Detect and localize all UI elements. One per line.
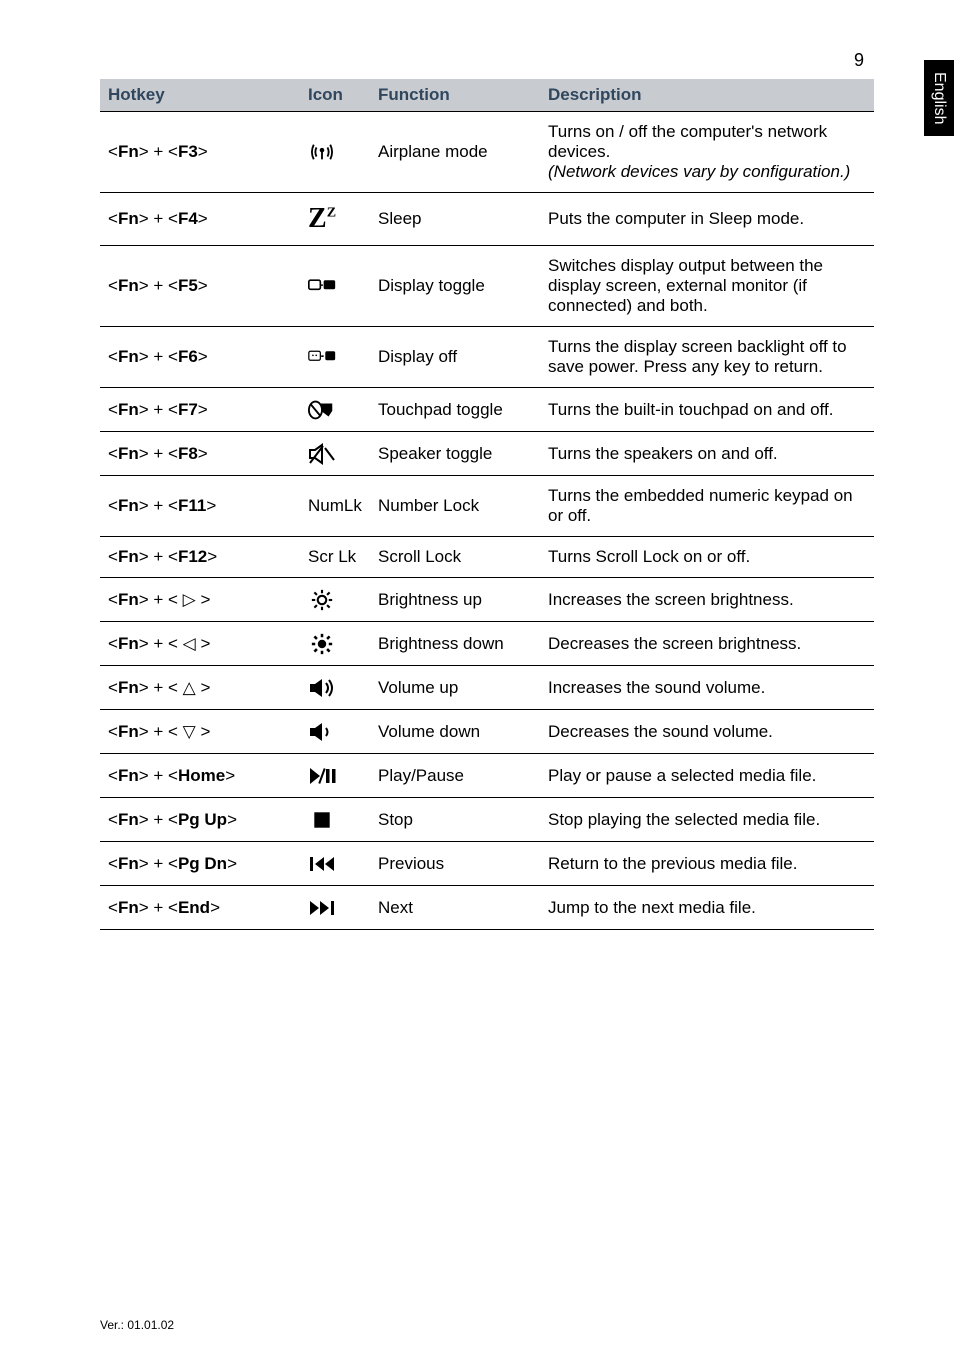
description-cell: Turns on / off the computer's network de…: [540, 112, 874, 193]
icon-cell: [300, 327, 370, 388]
table-row: <Fn> + <Home> Play/PausePlay or pause a s…: [100, 754, 874, 798]
hotkey-cell: <Fn> + <F4>: [100, 193, 300, 246]
table-row: <Fn> + <F6> Display offTurns the display …: [100, 327, 874, 388]
description-cell: Decreases the sound volume.: [540, 710, 874, 754]
icon-cell: [300, 246, 370, 327]
icon-cell: [300, 432, 370, 476]
function-cell: Airplane mode: [370, 112, 540, 193]
description-cell: Decreases the screen brightness.: [540, 622, 874, 666]
function-cell: Play/Pause: [370, 754, 540, 798]
version-footer: Ver.: 01.01.02: [100, 1318, 174, 1332]
table-row: <Fn> + <F8> Speaker toggleTurns the speak…: [100, 432, 874, 476]
hotkey-cell: <Fn> + <F7>: [100, 388, 300, 432]
table-row: <Fn> + < △ > Volume upIncreases the sound…: [100, 666, 874, 710]
hotkey-cell: <Fn> + < ▷ >: [100, 578, 300, 622]
icon-cell: [300, 112, 370, 193]
table-row: <Fn> + <F5> Display toggleSwitches displa…: [100, 246, 874, 327]
description-cell: Increases the screen brightness.: [540, 578, 874, 622]
icon-cell: Scr Lk: [300, 537, 370, 578]
function-cell: Display toggle: [370, 246, 540, 327]
function-cell: Speaker toggle: [370, 432, 540, 476]
th-function: Function: [370, 79, 540, 112]
hotkey-cell: <Fn> + <F5>: [100, 246, 300, 327]
function-cell: Next: [370, 886, 540, 930]
table-row: <Fn> + <End> NextJump to the next media f…: [100, 886, 874, 930]
function-cell: Number Lock: [370, 476, 540, 537]
table-row: <Fn> + <F11>NumLkNumber LockTurns the em…: [100, 476, 874, 537]
function-cell: Brightness down: [370, 622, 540, 666]
th-hotkey: Hotkey: [100, 79, 300, 112]
hotkey-cell: <Fn> + <End>: [100, 886, 300, 930]
icon-cell: [300, 842, 370, 886]
icon-cell: [300, 710, 370, 754]
function-cell: Stop: [370, 798, 540, 842]
description-cell: Turns Scroll Lock on or off.: [540, 537, 874, 578]
icon-cell: [300, 754, 370, 798]
description-cell: Play or pause a selected media file.: [540, 754, 874, 798]
description-cell: Turns the embedded numeric keypad on or …: [540, 476, 874, 537]
function-cell: Volume down: [370, 710, 540, 754]
icon-cell: [300, 622, 370, 666]
hotkey-cell: <Fn> + < ◁ >: [100, 622, 300, 666]
description-cell: Stop playing the selected media file.: [540, 798, 874, 842]
table-row: <Fn> + <F12>Scr LkScroll LockTurns Scrol…: [100, 537, 874, 578]
hotkey-cell: <Fn> + <Pg Dn>: [100, 842, 300, 886]
table-row: <Fn> + < ▽ > Volume downDecreases the sou…: [100, 710, 874, 754]
hotkey-cell: <Fn> + < ▽ >: [100, 710, 300, 754]
function-cell: Sleep: [370, 193, 540, 246]
icon-cell: [300, 886, 370, 930]
function-cell: Scroll Lock: [370, 537, 540, 578]
th-description: Description: [540, 79, 874, 112]
function-cell: Volume up: [370, 666, 540, 710]
hotkey-cell: <Fn> + <F8>: [100, 432, 300, 476]
table-row: <Fn> + <F4>ZZSleepPuts the computer in S…: [100, 193, 874, 246]
hotkey-cell: <Fn> + <F6>: [100, 327, 300, 388]
hotkey-cell: <Fn> + <F11>: [100, 476, 300, 537]
language-tab: English: [924, 60, 954, 136]
hotkey-cell: <Fn> + <Pg Up>: [100, 798, 300, 842]
table-row: <Fn> + <F7> Touchpad toggleTurns the buil…: [100, 388, 874, 432]
icon-cell: [300, 578, 370, 622]
description-cell: Increases the sound volume.: [540, 666, 874, 710]
function-cell: Brightness up: [370, 578, 540, 622]
page-number: 9: [100, 50, 874, 71]
description-cell: Return to the previous media file.: [540, 842, 874, 886]
description-cell: Turns the display screen backlight off t…: [540, 327, 874, 388]
table-row: <Fn> + <Pg Dn> PreviousReturn to the prev…: [100, 842, 874, 886]
hotkey-cell: <Fn> + <Home>: [100, 754, 300, 798]
icon-cell: [300, 388, 370, 432]
description-cell: Puts the computer in Sleep mode.: [540, 193, 874, 246]
icon-cell: [300, 666, 370, 710]
hotkey-table: Hotkey Icon Function Description <Fn> + …: [100, 79, 874, 930]
table-row: <Fn> + <Pg Up> StopStop playing the selec…: [100, 798, 874, 842]
th-icon: Icon: [300, 79, 370, 112]
table-row: <Fn> + <F3> Airplane modeTurns on / off t…: [100, 112, 874, 193]
icon-cell: ZZ: [300, 193, 370, 246]
function-cell: Previous: [370, 842, 540, 886]
hotkey-cell: <Fn> + <F12>: [100, 537, 300, 578]
description-cell: Jump to the next media file.: [540, 886, 874, 930]
description-cell: Switches display output between the disp…: [540, 246, 874, 327]
table-row: <Fn> + < ▷ > Brightness upIncreases the s…: [100, 578, 874, 622]
function-cell: Display off: [370, 327, 540, 388]
function-cell: Touchpad toggle: [370, 388, 540, 432]
description-cell: Turns the speakers on and off.: [540, 432, 874, 476]
table-row: <Fn> + < ◁ > Brightness downDecreases the…: [100, 622, 874, 666]
icon-cell: [300, 798, 370, 842]
icon-cell: NumLk: [300, 476, 370, 537]
hotkey-cell: <Fn> + <F3>: [100, 112, 300, 193]
description-cell: Turns the built-in touchpad on and off.: [540, 388, 874, 432]
hotkey-cell: <Fn> + < △ >: [100, 666, 300, 710]
